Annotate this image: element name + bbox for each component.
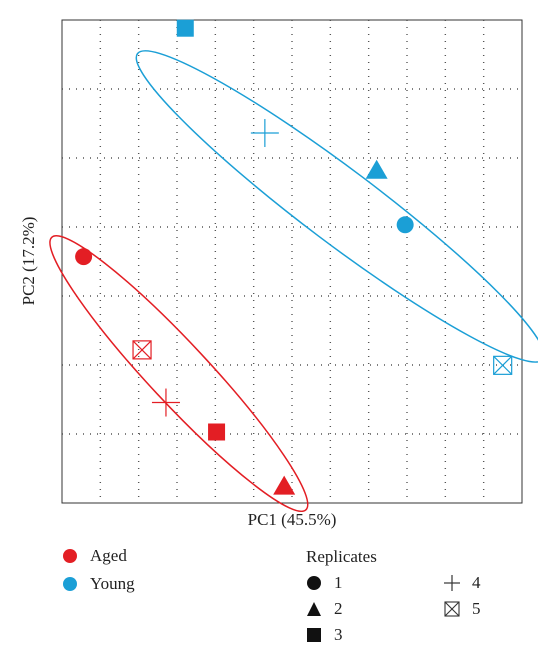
replicate-label-4: 4 bbox=[472, 573, 481, 592]
point-aged-5 bbox=[132, 340, 152, 360]
replicate-label-5: 5 bbox=[472, 599, 481, 618]
ellipse-aged bbox=[49, 235, 309, 513]
legend-item-aged: Aged bbox=[62, 546, 127, 566]
data-points bbox=[75, 19, 513, 495]
pca-chart: PC1 (45.5%) PC2 (17.2%) bbox=[19, 19, 538, 529]
legend-label-aged: Aged bbox=[90, 546, 127, 565]
point-aged-1 bbox=[75, 248, 93, 266]
legend-item-young: Young bbox=[62, 574, 135, 594]
point-young-5 bbox=[493, 355, 513, 375]
replicate-item-1: 1 bbox=[306, 573, 343, 593]
grid bbox=[62, 20, 522, 503]
x-axis-label: PC1 (45.5%) bbox=[248, 510, 337, 529]
y-axis-label: PC2 (17.2%) bbox=[19, 217, 38, 306]
group-ellipses bbox=[49, 50, 538, 513]
triangle-marker-icon bbox=[307, 602, 321, 616]
replicate-item-3: 3 bbox=[306, 625, 343, 645]
point-aged-2 bbox=[273, 475, 296, 495]
boxed-x-marker-icon bbox=[444, 601, 460, 617]
point-young-1 bbox=[396, 216, 414, 234]
point-young-2 bbox=[365, 159, 388, 179]
replicate-label-3: 3 bbox=[334, 625, 343, 644]
replicates-title: Replicates bbox=[306, 547, 377, 567]
replicate-item-2: 2 bbox=[306, 599, 343, 619]
aged-dot-icon bbox=[63, 549, 77, 563]
plot-frame bbox=[61, 19, 523, 504]
square-marker-icon bbox=[307, 628, 321, 642]
point-young-3 bbox=[176, 19, 194, 37]
point-young-4 bbox=[250, 119, 279, 148]
point-aged-4 bbox=[151, 388, 180, 417]
replicates-title-text: Replicates bbox=[306, 547, 377, 566]
ellipse-young bbox=[135, 50, 538, 363]
legend-label-young: Young bbox=[90, 574, 135, 593]
replicate-item-4: 4 bbox=[444, 573, 481, 593]
plus-marker-icon bbox=[444, 575, 460, 591]
circle-marker-icon bbox=[307, 576, 321, 590]
replicate-item-5: 5 bbox=[444, 599, 481, 619]
replicate-label-2: 2 bbox=[334, 599, 343, 618]
young-dot-icon bbox=[63, 577, 77, 591]
replicate-label-1: 1 bbox=[334, 573, 343, 592]
point-aged-3 bbox=[208, 423, 226, 441]
